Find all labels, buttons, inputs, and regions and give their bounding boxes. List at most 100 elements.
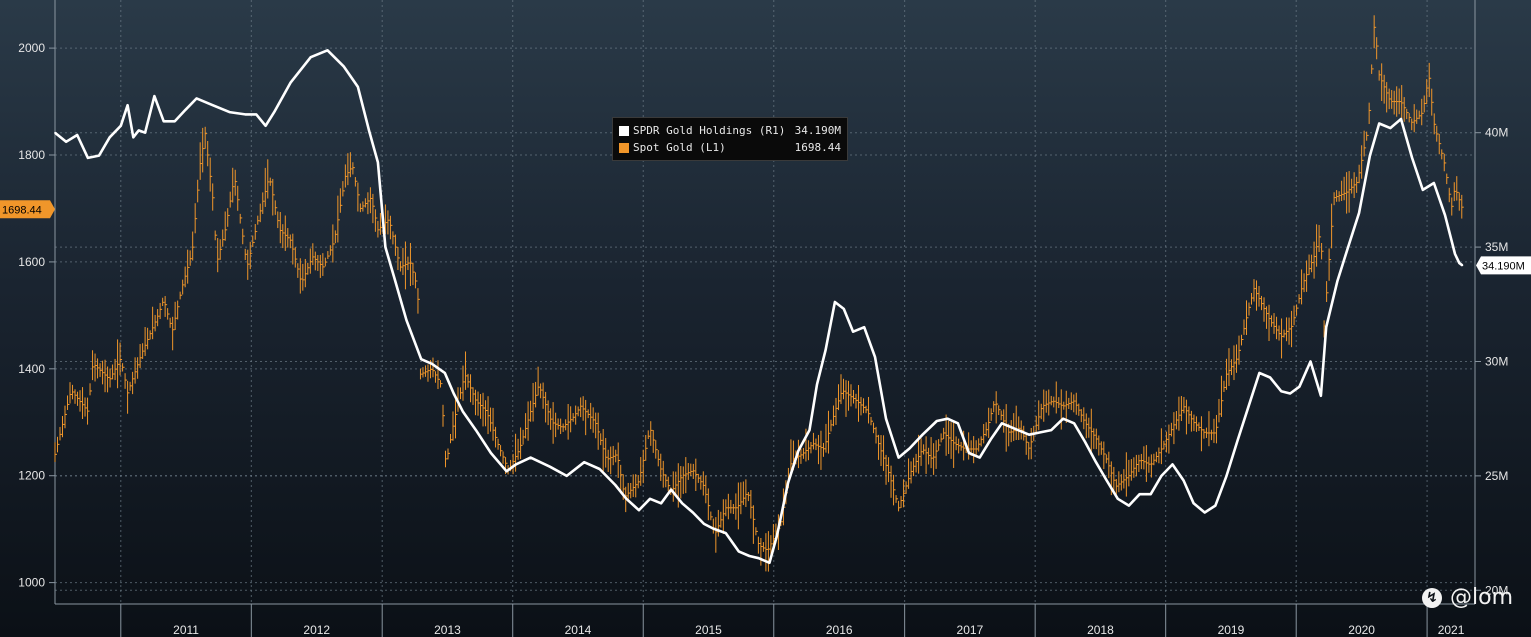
spdr-holdings-point (195, 97, 198, 100)
spdr-holdings-point (137, 129, 140, 132)
spdr-holdings-point (748, 555, 751, 557)
spdr-holdings-point (431, 362, 433, 365)
spdr-holdings-point (1128, 504, 1130, 507)
spdr-holdings-point (1160, 475, 1163, 477)
year-tick-label: 2018 (1087, 623, 1114, 637)
spdr-holdings-point (885, 417, 887, 420)
spdr-holdings-point (377, 161, 379, 164)
spdr-holdings-point (1171, 463, 1174, 466)
spdr-holdings-point (76, 134, 78, 136)
right-tick-label: 25M (1485, 469, 1508, 483)
legend-entry-spot-gold: Spot Gold (L1) 1698.44 (619, 139, 841, 156)
watermark: ↯ @lom (1422, 585, 1513, 610)
left-tick-label: 2000 (18, 41, 45, 55)
spdr-holdings-point (1458, 262, 1461, 264)
spdr-holdings-point (808, 429, 811, 431)
spdr-holdings-point (757, 557, 760, 560)
legend: SPDR Gold Holdings (R1) 34.190M Spot Gol… (612, 117, 848, 161)
spdr-holdings-point (384, 246, 387, 248)
spdr-holdings-point (1149, 493, 1152, 495)
spdr-holdings-point (173, 120, 176, 123)
spdr-holdings-point (162, 120, 165, 123)
spdr-holdings-point (1247, 406, 1250, 409)
spdr-holdings-point (614, 484, 617, 486)
spdr-holdings-series (54, 48, 1464, 565)
spdr-holdings-point (87, 157, 89, 159)
spdr-holdings-point (368, 129, 370, 132)
spdr-holdings-point (244, 113, 247, 116)
spot-gold-last-tag-bg (0, 200, 55, 219)
spdr-holdings-point (824, 349, 827, 351)
spdr-holdings-point (342, 65, 345, 68)
year-tick-label: 2017 (957, 623, 984, 637)
right-tick-label: 40M (1485, 126, 1508, 140)
spdr-holdings-point (475, 429, 477, 431)
year-tick-label: 2016 (826, 623, 853, 637)
spdr-holdings-point (1062, 417, 1064, 420)
spdr-holdings-point (946, 417, 949, 420)
spdr-holdings-point (1192, 502, 1195, 505)
spdr-holdings-point (184, 109, 187, 111)
spdr-holdings-point (834, 301, 836, 303)
spdr-holdings-point (776, 534, 778, 537)
year-tick-label: 2013 (434, 623, 461, 637)
spdr-holdings-point (443, 372, 446, 374)
spdr-holdings-point (1225, 475, 1228, 477)
spdr-holdings-point (309, 56, 312, 58)
spdr-holdings-point (957, 422, 959, 425)
watermark-text: @lom (1450, 585, 1514, 610)
spdr-holdings-point (126, 104, 129, 107)
spdr-holdings-point (1028, 433, 1030, 436)
spdr-holdings-point (703, 523, 705, 525)
spdr-holdings-point (1084, 440, 1086, 443)
spdr-holdings-point (1039, 431, 1041, 434)
spdr-holdings-point (816, 383, 818, 386)
spdr-holdings-point (1001, 422, 1003, 425)
spdr-holdings-point (712, 527, 714, 530)
spdr-holdings-point (978, 456, 981, 459)
spdr-holdings-point (462, 411, 464, 413)
spdr-holdings-point (515, 463, 517, 466)
spdr-holdings-point (228, 111, 231, 113)
spdr-holdings-point (1411, 157, 1413, 159)
spdr-holdings-point (211, 104, 214, 107)
spdr-holdings-point (598, 468, 601, 470)
spdr-holdings-point (119, 125, 122, 127)
spdr-holdings-point (936, 420, 938, 422)
spdr-holdings-point (505, 470, 508, 473)
spdr-holdings-point (990, 438, 992, 441)
spdr-holdings-point (1269, 376, 1271, 379)
spdr-holdings-point (1320, 395, 1322, 397)
spdr-holdings-point (549, 465, 551, 468)
spdr-holdings-point (1358, 211, 1360, 214)
spdr-holdings-point (1280, 390, 1282, 393)
spdr-holdings-point (725, 532, 727, 534)
spdr-holdings-point (65, 141, 67, 143)
right-tick-label: 20M (1485, 583, 1508, 597)
spdr-holdings-point (357, 86, 359, 88)
spdr-holdings-point (144, 131, 146, 134)
spdr-holdings-point (737, 550, 740, 553)
spdr-holdings-point (1289, 392, 1291, 395)
year-tick-label: 2012 (303, 623, 330, 637)
spdr-holdings-point (649, 497, 651, 500)
left-tick-label: 1400 (18, 362, 45, 376)
spdr-holdings-point (264, 125, 267, 127)
spdr-holdings-point (1369, 154, 1371, 157)
spot-gold-series (54, 15, 1464, 572)
spdr-holdings-point (1444, 214, 1446, 216)
year-tick-label: 2021 (1438, 623, 1465, 637)
spdr-holdings-point (1309, 360, 1312, 363)
spdr-holdings-point (1454, 253, 1456, 255)
spdr-holdings-point (54, 131, 56, 134)
spdr-holdings-point (921, 433, 924, 436)
spdr-holdings-point (1433, 182, 1435, 184)
spdr-holdings-point (393, 278, 396, 280)
spdr-holdings-point (1400, 118, 1402, 120)
spdr-holdings-point (1236, 440, 1239, 443)
spdr-holdings-point (1095, 461, 1097, 463)
spdr-holdings-point (289, 81, 292, 84)
left-tick-label: 1000 (18, 576, 45, 590)
grid-lines (55, 0, 1475, 604)
